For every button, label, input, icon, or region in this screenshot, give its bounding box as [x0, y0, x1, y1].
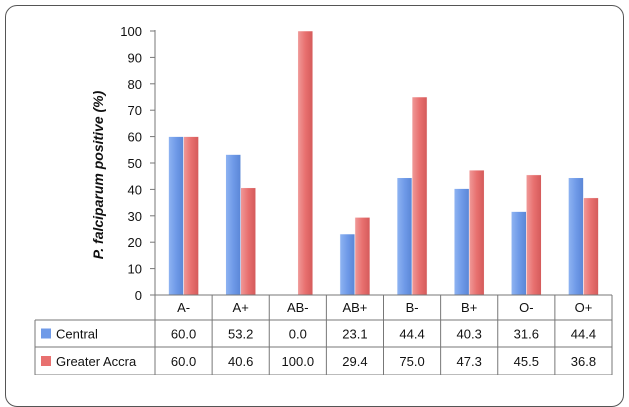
bar-greater-accra [297, 30, 314, 296]
x-tick-label: O- [519, 300, 533, 315]
bar-greater-accra [354, 217, 371, 296]
data-label: 29.4 [342, 354, 367, 369]
x-tick-label: AB+ [342, 300, 367, 315]
bar-greater-accra [240, 187, 256, 296]
x-tick-label: A- [177, 300, 190, 315]
data-label: 60.0 [171, 354, 196, 369]
legend-swatch [41, 328, 51, 339]
y-tick-label: 50 [128, 156, 142, 171]
bar-greater-accra [183, 136, 199, 296]
x-tick-label: B- [406, 300, 419, 315]
bar-central [339, 233, 356, 296]
y-tick-label: 40 [128, 182, 142, 197]
legend-label: Central [56, 327, 98, 342]
chart-frame [5, 5, 624, 407]
data-label: 47.3 [457, 354, 482, 369]
x-tick-label: B+ [461, 300, 477, 315]
data-label: 60.0 [171, 327, 196, 342]
bar-central [453, 188, 470, 296]
data-label: 36.8 [571, 354, 596, 369]
data-label: 44.4 [399, 327, 424, 342]
y-axis-label: P. falciparum positive (%) [90, 90, 106, 259]
bar-central [168, 136, 184, 296]
bar-greater-accra [411, 96, 428, 296]
bar-central [511, 211, 527, 296]
data-label: 45.5 [514, 354, 539, 369]
data-label: 53.2 [228, 327, 253, 342]
data-label: 40.6 [228, 354, 253, 369]
legend-label: Greater Accra [56, 354, 137, 369]
data-label: 31.6 [514, 327, 539, 342]
x-tick-label: O+ [575, 300, 593, 315]
y-tick-label: 80 [128, 77, 142, 92]
bar-central [396, 177, 413, 296]
bar-central [225, 154, 241, 296]
y-tick-label: 10 [128, 262, 142, 277]
y-tick-label: 0 [135, 288, 142, 303]
y-tick-label: 100 [120, 24, 142, 39]
data-label: 23.1 [342, 327, 367, 342]
y-tick-label: 90 [128, 50, 142, 65]
data-label: 0.0 [289, 327, 307, 342]
bar-central [568, 177, 584, 296]
bar-greater-accra [526, 174, 542, 296]
bar-greater-accra [468, 169, 485, 296]
data-label: 75.0 [399, 354, 424, 369]
bar-chart: P. falciparum positive (%) 0 10 20 30 40 50 60… [34, 24, 613, 375]
data-label: 100.0 [282, 354, 315, 369]
y-tick-label: 60 [128, 130, 142, 145]
data-label: 44.4 [571, 327, 596, 342]
data-label: 40.3 [457, 327, 482, 342]
y-tick-label: 70 [128, 103, 142, 118]
legend-swatch [41, 356, 51, 366]
y-tick-label: 30 [128, 209, 142, 224]
x-tick-label: A+ [233, 300, 249, 315]
x-tick-label: AB- [287, 300, 309, 315]
bar-greater-accra [583, 197, 599, 296]
y-tick-label: 20 [128, 235, 142, 250]
